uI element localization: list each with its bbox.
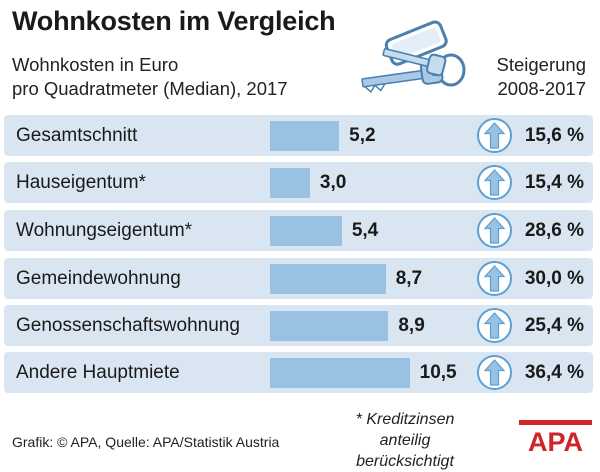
- value-bar: [270, 168, 310, 198]
- chart-row: Gesamtschnitt 5,2 15,6 %: [4, 115, 593, 156]
- value-label: 10,5: [419, 362, 457, 383]
- value-label: 5,4: [351, 220, 379, 241]
- increase-header: Steigerung 2008-2017: [497, 53, 586, 101]
- chart-row: Gemeindewohnung 8,7 30,0 %: [4, 258, 593, 299]
- increase-arrow-icon: [477, 308, 512, 343]
- value-bar: [270, 264, 386, 294]
- keys-icon: [361, 20, 466, 94]
- chart-row: Wohnungseigentum* 5,4 28,6 %: [4, 210, 593, 251]
- increase-percent: 15,6 %: [524, 125, 584, 146]
- category-label: Gemeindewohnung: [16, 268, 181, 289]
- chart-row: Hauseigentum* 3,0 15,4 %: [4, 162, 593, 203]
- apa-logo: APA: [519, 420, 592, 454]
- footnote-line-1: * Kreditzinsen anteilig: [355, 411, 455, 449]
- value-bar: [270, 216, 342, 246]
- increase-percent: 25,4 %: [524, 315, 584, 336]
- increase-percent: 15,4 %: [524, 172, 584, 193]
- chart-row: Genossenschaftswohnung 8,9 25,4 %: [4, 305, 593, 346]
- value-label: 5,2: [349, 125, 376, 146]
- value-label: 8,7: [395, 268, 423, 289]
- increase-arrow-icon: [477, 261, 512, 296]
- increase-percent: 30,0 %: [524, 268, 584, 289]
- footnote: * Kreditzinsen anteilig berücksichtigt: [330, 409, 480, 472]
- apa-logo-text: APA: [528, 427, 583, 454]
- increase-arrow-icon: [477, 355, 512, 390]
- value-bar: [270, 311, 389, 341]
- chart-title: Wohnkosten im Vergleich: [12, 6, 336, 36]
- category-label: Andere Hauptmiete: [16, 362, 180, 383]
- chart-subtitle: Wohnkosten in Euro pro Quadratmeter (Med…: [12, 53, 288, 101]
- apa-logo-bar: [519, 420, 592, 425]
- value-bar: [270, 358, 410, 388]
- value-label: 8,9: [398, 315, 425, 336]
- category-label: Genossenschaftswohnung: [16, 315, 240, 336]
- category-label: Gesamtschnitt: [16, 125, 138, 146]
- increase-arrow-icon: [477, 213, 512, 248]
- increase-header-line-2: 2008-2017: [497, 78, 586, 99]
- category-label: Wohnungseigentum*: [16, 220, 193, 241]
- subtitle-line-2: pro Quadratmeter (Median), 2017: [12, 78, 288, 99]
- increase-percent: 28,6 %: [524, 220, 584, 241]
- value-label: 3,0: [319, 172, 347, 193]
- subtitle-line-1: Wohnkosten in Euro: [12, 54, 179, 75]
- increase-arrow-icon: [477, 165, 512, 200]
- chart-row: Andere Hauptmiete 10,5 36,4 %: [4, 352, 593, 393]
- source-credit: Grafik: © APA, Quelle: APA/Statistik Aus…: [12, 434, 280, 450]
- increase-arrow-icon: [477, 118, 512, 153]
- category-label: Hauseigentum*: [16, 172, 146, 193]
- footnote-line-2: berücksichtigt: [356, 453, 454, 470]
- increase-header-line-1: Steigerung: [496, 54, 586, 75]
- value-bar: [270, 121, 340, 151]
- increase-percent: 36,4 %: [524, 362, 584, 383]
